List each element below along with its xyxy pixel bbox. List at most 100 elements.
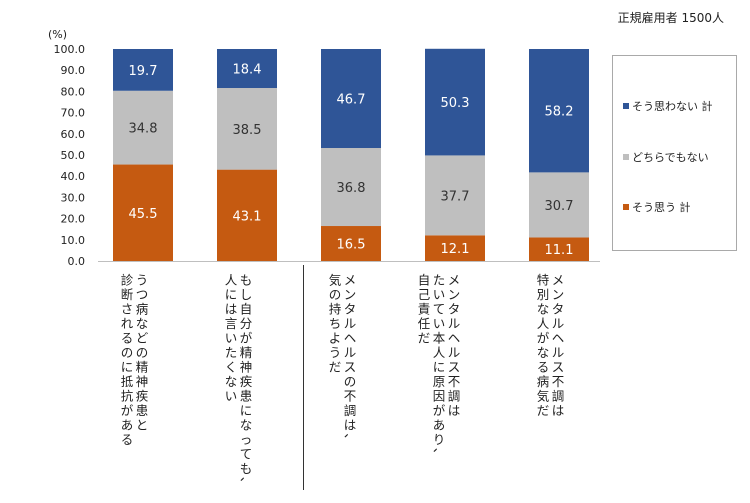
- bar-segment: [529, 49, 589, 173]
- category-label-char: 患: [136, 403, 149, 418]
- category-label-char: メ: [448, 273, 461, 288]
- category-label-char: て: [240, 447, 253, 462]
- bar-segment: [217, 169, 277, 261]
- category-label-char: ヘ: [552, 331, 565, 346]
- category-label-char: が: [433, 403, 446, 418]
- category-label-char: 精: [240, 345, 253, 360]
- category-label-char: 診: [121, 273, 134, 288]
- category-label-char: 、: [343, 433, 358, 446]
- data-label: 50.3: [441, 96, 470, 111]
- category-label-char: れ: [121, 316, 134, 331]
- category-label-char: な: [240, 418, 253, 433]
- category-label-char: 抗: [121, 389, 134, 404]
- category-label-char: 言: [225, 316, 238, 331]
- category-label-char: 本: [433, 331, 446, 346]
- bar-segment: [217, 88, 277, 170]
- bar-segment: [529, 172, 589, 238]
- category-label-char: 自: [418, 273, 431, 288]
- category-label-char: 気: [537, 389, 550, 404]
- y-tick-label: 10.0: [61, 234, 86, 247]
- category-label-char: 調: [448, 389, 461, 404]
- category-label-char: 疾: [240, 374, 253, 389]
- category-label-char: る: [537, 360, 550, 375]
- category-label-char: 持: [329, 302, 342, 317]
- category-label-char: も: [240, 461, 253, 476]
- legend-item-agree: そう思う 計: [623, 199, 691, 215]
- category-label-char: ヘ: [448, 331, 461, 346]
- category-label-char: メ: [344, 273, 357, 288]
- category-label-char: タ: [344, 302, 357, 317]
- data-label: 19.7: [129, 64, 158, 79]
- category-label-char: あ: [121, 418, 134, 433]
- category-label-char: 病: [537, 374, 550, 389]
- category-label-char: は: [552, 403, 565, 418]
- y-tick-label: 0.0: [68, 255, 86, 268]
- category-label-char: 不: [552, 374, 565, 389]
- category-label-char: な: [136, 316, 149, 331]
- category-label-char: ル: [552, 316, 565, 331]
- category-label-char: な: [537, 345, 550, 360]
- category-label-char: う: [136, 273, 149, 288]
- category-label-char: た: [225, 345, 238, 360]
- category-label-char: タ: [448, 302, 461, 317]
- bar-segment: [425, 155, 485, 236]
- category-label-char: タ: [552, 302, 565, 317]
- data-label: 16.5: [337, 238, 366, 253]
- category-label-char: 疾: [136, 389, 149, 404]
- category-label-char: 原: [433, 374, 446, 389]
- bar-segment: [425, 235, 485, 261]
- bar-segment: [529, 237, 589, 261]
- category-label-char: の: [344, 374, 357, 389]
- category-label-char: も: [240, 273, 253, 288]
- category-label-char: ン: [344, 287, 357, 302]
- category-label-char: 己: [418, 287, 431, 302]
- category-label-char: ン: [448, 287, 461, 302]
- category-label-char: よ: [329, 331, 342, 346]
- category-label-char: さ: [121, 302, 134, 317]
- category-label-char: つ: [136, 287, 149, 302]
- category-label-char: に: [225, 287, 238, 302]
- data-label: 37.7: [441, 189, 470, 204]
- legend-label-agree: そう思う 計: [632, 201, 691, 214]
- category-label-char: は: [344, 418, 357, 433]
- bar-segment: [113, 90, 173, 165]
- data-label: 58.2: [545, 105, 574, 120]
- category-label-char: 調: [552, 389, 565, 404]
- y-tick-label: 20.0: [61, 213, 86, 226]
- category-label-char: 、: [239, 477, 254, 490]
- category-label-char: 気: [329, 273, 342, 288]
- category-label-char: ち: [329, 316, 342, 331]
- y-tick-label: 100.0: [54, 43, 86, 56]
- category-label-char: い: [225, 331, 238, 346]
- data-label: 45.5: [129, 207, 158, 222]
- category-label-char: り: [433, 432, 446, 447]
- category-label-char: あ: [433, 418, 446, 433]
- category-label-char: だ: [537, 403, 550, 418]
- category-label-char: な: [537, 302, 550, 317]
- category-label-char: に: [240, 403, 253, 418]
- bar-segment: [113, 164, 173, 261]
- legend-swatch-neutral: [623, 154, 629, 160]
- category-label-char: 任: [418, 316, 431, 331]
- category-label-char: と: [136, 418, 149, 433]
- category-label-char: ス: [344, 360, 357, 375]
- category-label-char: の: [329, 287, 342, 302]
- data-label: 18.4: [233, 63, 262, 78]
- category-label-char: メ: [552, 273, 565, 288]
- category-label-char: 患: [240, 389, 253, 404]
- legend: そう思わない 計 どちらでもない そう思う 計: [612, 55, 737, 251]
- category-label-char: ル: [448, 316, 461, 331]
- bar-segment: [217, 49, 277, 89]
- category-label-char: に: [433, 360, 446, 375]
- category-label-char: 不: [448, 374, 461, 389]
- category-label-char: 抵: [121, 374, 134, 389]
- bar-segment: [321, 226, 381, 261]
- category-label-char: る: [121, 432, 134, 447]
- category-label-char: ス: [448, 360, 461, 375]
- category-label-char: 、: [432, 448, 447, 461]
- data-label: 34.8: [129, 122, 158, 137]
- category-label-char: 不: [344, 389, 357, 404]
- data-label: 43.1: [233, 209, 262, 224]
- y-tick-label: 50.0: [61, 149, 86, 162]
